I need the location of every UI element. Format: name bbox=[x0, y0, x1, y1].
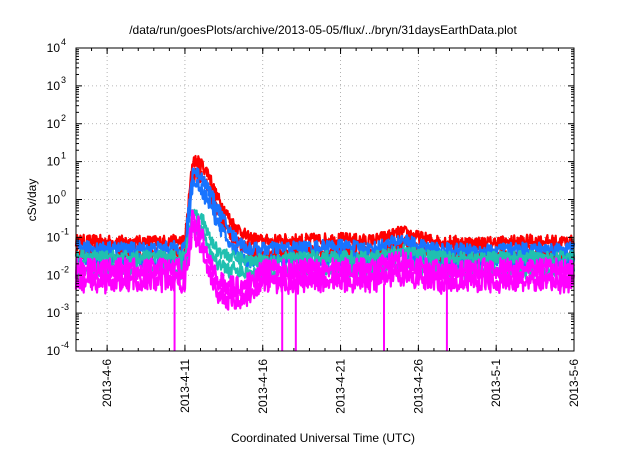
chart-title: /data/run/goesPlots/archive/2013-05-05/f… bbox=[129, 23, 517, 37]
x-tick-label: 2013-4-26 bbox=[411, 359, 425, 414]
x-tick-label: 2013-4-6 bbox=[100, 359, 114, 407]
y-tick-label: 10 bbox=[47, 41, 61, 55]
y-tick-exponent: 1 bbox=[61, 151, 66, 161]
y-tick-exponent: -3 bbox=[61, 302, 69, 312]
series-line bbox=[74, 209, 576, 298]
y-tick-label: 10 bbox=[47, 268, 61, 282]
y-tick-exponent: -1 bbox=[61, 226, 69, 236]
x-tick-label: 2013-4-21 bbox=[334, 359, 348, 414]
x-axis-label: Coordinated Universal Time (UTC) bbox=[231, 431, 415, 445]
x-tick-label: 2013-4-11 bbox=[178, 359, 192, 413]
y-tick-exponent: -4 bbox=[61, 340, 69, 350]
y-tick-exponent: 2 bbox=[61, 113, 66, 123]
y-tick-label: 10 bbox=[47, 79, 61, 93]
y-tick-label: 10 bbox=[47, 117, 61, 131]
y-tick-exponent: 4 bbox=[61, 37, 66, 47]
y-tick-exponent: 3 bbox=[61, 75, 66, 85]
x-tick-label: 2013-4-16 bbox=[256, 359, 270, 414]
y-tick-label: 10 bbox=[47, 344, 61, 358]
y-tick-exponent: -2 bbox=[61, 264, 69, 274]
series-band bbox=[74, 220, 576, 311]
y-axis-label: cSv/day bbox=[25, 179, 39, 222]
y-tick-label: 10 bbox=[47, 193, 61, 207]
x-tick-label: 2013-5-6 bbox=[567, 359, 581, 407]
y-tick-exponent: 0 bbox=[61, 189, 66, 199]
y-tick-label: 10 bbox=[47, 230, 61, 244]
x-tick-label: 2013-5-1 bbox=[489, 359, 503, 407]
grid-layer bbox=[76, 48, 574, 351]
y-tick-label: 10 bbox=[47, 155, 61, 169]
series-line bbox=[74, 154, 575, 251]
plot-layer bbox=[74, 154, 576, 351]
y-tick-label: 10 bbox=[47, 306, 61, 320]
